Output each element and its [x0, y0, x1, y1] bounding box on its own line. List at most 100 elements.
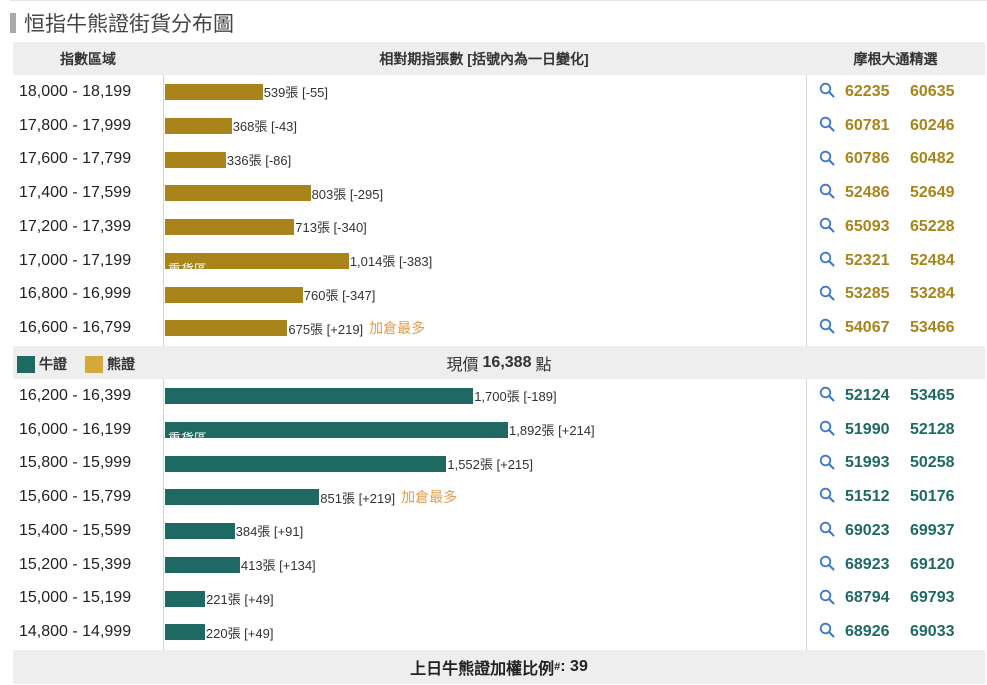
index-range: 17,400 - 17,599 [19, 184, 132, 202]
contract-count: 803張 [-295] [311, 186, 384, 202]
bull-row: 15,800 - 15,999 1,552張 [+215] 51993 50258 [13, 447, 985, 481]
contract-count: 760張 [-347] [303, 287, 376, 303]
search-icon[interactable] [819, 454, 835, 470]
warrant-code-link[interactable]: 68926 [845, 623, 890, 641]
legend-bear-label: 熊證 [107, 356, 135, 372]
search-icon[interactable] [819, 386, 835, 402]
search-icon[interactable] [819, 589, 835, 605]
page-title: 恒指牛熊證街貨分布圖 [24, 13, 234, 36]
warrant-code-link[interactable]: 53285 [845, 285, 890, 303]
warrant-code-link[interactable]: 52124 [845, 386, 890, 404]
search-icon[interactable] [819, 420, 835, 436]
warrant-code-link[interactable]: 60781 [845, 116, 890, 134]
warrant-code-link[interactable]: 68794 [845, 589, 890, 607]
warrant-code-link[interactable]: 50176 [910, 488, 955, 506]
bear-bar [165, 151, 226, 168]
warrant-code-link[interactable]: 51990 [845, 420, 890, 438]
bull-bar: 重貨區 [165, 421, 508, 446]
title-accent-bar [10, 13, 16, 33]
search-icon[interactable] [819, 555, 835, 571]
bull-bar [165, 388, 474, 404]
index-range: 16,800 - 16,999 [19, 285, 132, 303]
warrant-code-link[interactable]: 52484 [910, 251, 955, 269]
bear-row: 17,200 - 17,399 713張 [-340] 65093 65228 [13, 210, 985, 244]
contract-count: 221張 [+49] [206, 591, 274, 607]
warrant-code-link[interactable]: 69023 [845, 521, 890, 539]
search-icon[interactable] [819, 116, 835, 132]
index-range: 16,600 - 16,799 [19, 319, 132, 337]
bear-bar [165, 286, 303, 303]
warrant-code-link[interactable]: 65093 [845, 217, 890, 235]
most-added-label: 加倉最多 [401, 489, 458, 506]
count-label: 539張 [-55] [264, 75, 328, 109]
warrant-code-link[interactable]: 54067 [845, 319, 890, 337]
bear-row: 16,600 - 16,799 675張 [+219] 加倉最多 54067 53466 [13, 311, 985, 345]
bull-bar [165, 523, 235, 539]
count-label: 713張 [-340] [295, 210, 367, 244]
warrant-code-link[interactable]: 65228 [910, 217, 955, 235]
warrant-code-link[interactable]: 52486 [845, 184, 890, 202]
warrant-code-link[interactable]: 51993 [845, 454, 890, 472]
warrant-code-link[interactable]: 53466 [910, 319, 955, 337]
index-range: 15,800 - 15,999 [19, 454, 132, 472]
warrant-code-link[interactable]: 53284 [910, 285, 955, 303]
search-icon[interactable] [819, 285, 835, 301]
contract-count: 713張 [-340] [295, 220, 367, 236]
index-range: 15,400 - 15,599 [19, 521, 132, 539]
warrant-code-link[interactable]: 60246 [910, 116, 955, 134]
table-header: 指數區域 相對期指張數 [括號內為一日變化] 摩根大通精選 [13, 42, 985, 75]
bull-bar [165, 455, 447, 472]
contract-count: 1,014張 [-383] [349, 254, 433, 270]
warrant-code-link[interactable]: 53465 [910, 386, 955, 404]
warrant-code-link[interactable]: 60786 [845, 150, 890, 168]
warrant-code-link[interactable]: 52321 [845, 251, 890, 269]
search-icon[interactable] [819, 183, 835, 199]
search-icon[interactable] [819, 82, 835, 98]
legend-bull: 牛證 [17, 354, 67, 374]
warrant-code-link[interactable]: 52649 [910, 184, 955, 202]
warrant-code-link[interactable]: 60482 [910, 150, 955, 168]
warrant-code-link[interactable]: 68923 [845, 555, 890, 573]
index-range: 17,200 - 17,399 [19, 217, 132, 235]
index-range: 15,200 - 15,399 [19, 555, 132, 573]
warrant-code-link[interactable]: 69793 [910, 589, 955, 607]
warrant-code-link[interactable]: 60635 [910, 82, 955, 100]
count-label: 851張 [+219] 加倉最多 [320, 480, 457, 514]
contract-count: 413張 [+134] [240, 558, 316, 574]
contract-count: 336張 [-86] [226, 152, 292, 168]
bull-bar [165, 489, 320, 506]
warrant-code-link[interactable]: 50258 [910, 454, 955, 472]
bull-bar [165, 556, 240, 573]
search-icon[interactable] [819, 521, 835, 537]
bear-row: 17,800 - 17,999 368張 [-43] 60781 60246 [13, 109, 985, 143]
title-area: 恒指牛熊證街貨分布圖 [10, 8, 234, 38]
warrant-code-link[interactable]: 69033 [910, 623, 955, 641]
search-icon[interactable] [819, 487, 835, 503]
search-icon[interactable] [819, 251, 835, 267]
bear-bar [165, 84, 263, 100]
current-price-value: 16,388 [482, 353, 532, 371]
contract-count: 1,552張 [+215] [447, 456, 534, 472]
legend-bear: 熊證 [85, 354, 135, 374]
count-label: 1,892張 [+214] [509, 413, 595, 447]
current-price-suffix: 點 [535, 356, 552, 374]
warrant-code-link[interactable]: 62235 [845, 82, 890, 100]
legend-row: 牛證 熊證 現價 16,388 點 [13, 346, 985, 379]
most-added-label: 加倉最多 [369, 320, 426, 337]
warrant-code-link[interactable]: 52128 [910, 420, 955, 438]
contract-count: 368張 [-43] [232, 119, 298, 135]
count-label: 384張 [+91] [236, 514, 304, 548]
top-divider [10, 0, 987, 1]
warrant-code-link[interactable]: 69120 [910, 555, 955, 573]
bear-bar: 重貨區 [165, 252, 349, 277]
warrant-code-link[interactable]: 69937 [910, 521, 955, 539]
count-label: 760張 [-347] [304, 278, 376, 312]
search-icon[interactable] [819, 150, 835, 166]
header-range: 指數區域 [60, 50, 116, 67]
search-icon[interactable] [819, 318, 835, 334]
search-icon[interactable] [819, 217, 835, 233]
bull-row: 14,800 - 14,999 220張 [+49] 68926 69033 [13, 615, 985, 649]
bear-row: 18,000 - 18,199 539張 [-55] 62235 60635 [13, 75, 985, 109]
warrant-code-link[interactable]: 51512 [845, 488, 890, 506]
search-icon[interactable] [819, 622, 835, 638]
